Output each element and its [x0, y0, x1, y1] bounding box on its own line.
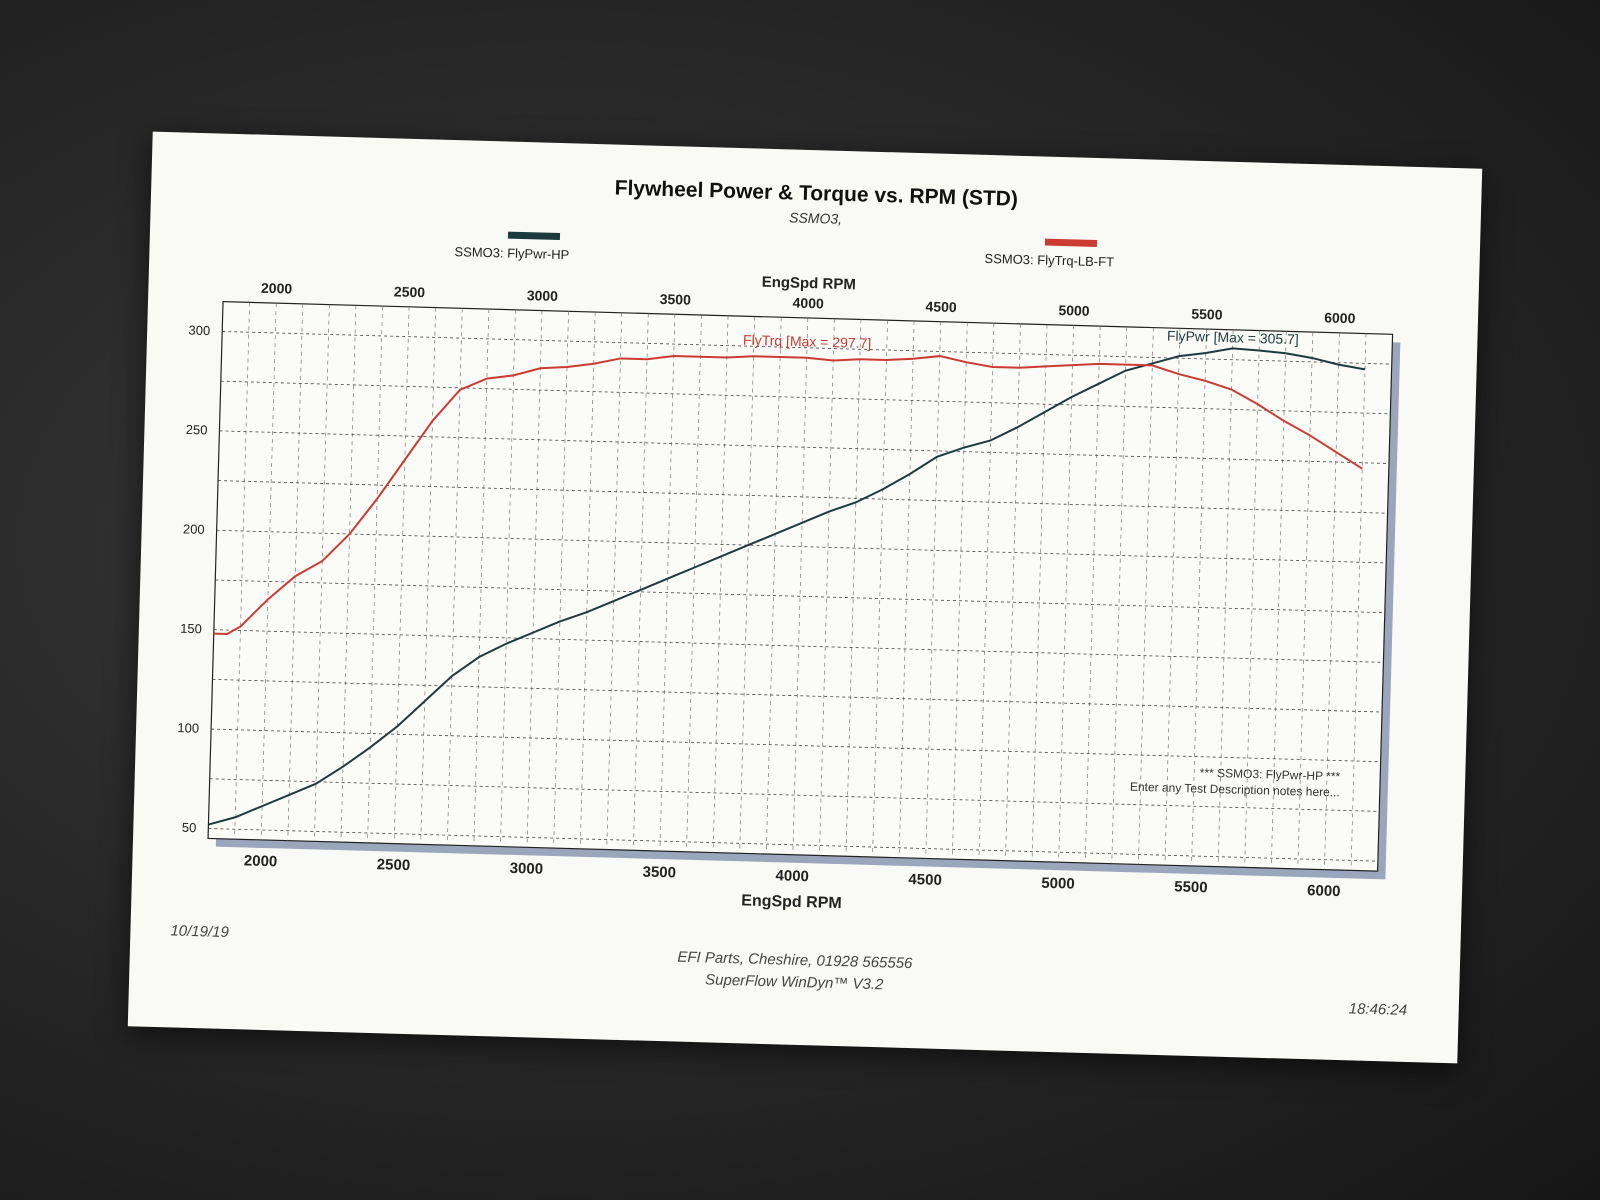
grid-line-vertical: [872, 320, 888, 857]
grid-line-vertical: [739, 316, 755, 854]
grid-line-horizontal: [216, 529, 1387, 564]
x-tick-label-top: 4500: [925, 298, 957, 315]
grid-line-vertical: [234, 302, 250, 840]
note-description: Enter any Test Description notes here...: [1130, 780, 1340, 800]
grid-line-vertical: [367, 306, 383, 843]
grid-line-vertical: [1217, 329, 1234, 867]
x-tick-label-top: 2500: [394, 283, 426, 300]
x-tick-label-bottom: 2000: [244, 852, 278, 870]
grid-line-vertical: [925, 321, 942, 859]
grid-line-horizontal: [208, 828, 1378, 862]
x-axis-label-bottom: EngSpd RPM: [741, 892, 842, 912]
annotation-torque-max: FlyTrq [Max = 297.7]: [743, 332, 872, 352]
y-tick-label: 150: [180, 621, 202, 637]
grid-line-vertical: [579, 312, 596, 849]
x-tick-label-top: 4000: [792, 295, 824, 312]
annotation-power-max: FlyPwr [Max = 305.7]: [1167, 328, 1299, 348]
grid-line-vertical: [606, 312, 623, 850]
x-tick-label-top: 3000: [527, 287, 559, 304]
grid-line-vertical: [500, 309, 516, 847]
x-tick-label-bottom: 5000: [1041, 875, 1075, 893]
x-tick-label-bottom: 6000: [1307, 882, 1341, 900]
grid-line-vertical: [712, 315, 729, 853]
grid-line-vertical: [420, 307, 437, 845]
x-tick-label-bottom: 4500: [908, 871, 942, 889]
grid-line-horizontal: [212, 678, 1383, 713]
grid-line-vertical: [287, 303, 304, 841]
note-series-name: *** SSMO3: FlyPwr-HP ***: [1200, 766, 1341, 784]
grid-line-vertical: [845, 319, 862, 857]
y-tick-label: 300: [188, 323, 210, 339]
grid-line-vertical: [819, 318, 835, 856]
grid-line-vertical: [473, 309, 490, 846]
grid-line-vertical: [1244, 330, 1261, 868]
x-tick-label-bottom: 2500: [377, 856, 411, 874]
grid-line-vertical: [526, 310, 543, 848]
grid-line-horizontal: [211, 728, 1381, 763]
grid-line-horizontal: [218, 480, 1388, 514]
x-axis-label-top: EngSpd RPM: [761, 274, 856, 294]
grid-line-horizontal: [215, 579, 1385, 614]
grid-line-vertical: [1138, 327, 1154, 865]
grid-line-vertical: [792, 317, 809, 855]
grid-line-vertical: [314, 304, 330, 842]
grid-line-vertical: [1324, 332, 1340, 870]
grid-line-vertical: [553, 311, 569, 849]
grid-line-vertical: [978, 323, 995, 860]
y-tick-label: 250: [186, 422, 208, 438]
x-tick-label-top: 5500: [1191, 306, 1223, 323]
x-tick-label-bottom: 3000: [509, 860, 543, 878]
series-line-torque: [213, 355, 1363, 635]
grid-line-horizontal: [220, 380, 1391, 415]
x-tick-label-top: 6000: [1324, 309, 1356, 326]
grid-line-vertical: [1084, 326, 1101, 863]
dyno-chart: 50 100 150 200 250 300 2000 2000 2500 2500 3000 300…: [177, 274, 1401, 912]
grid-line-vertical: [393, 306, 410, 844]
grid-line-horizontal: [209, 778, 1380, 812]
grid-line-vertical: [340, 305, 357, 843]
series-line-power: [208, 347, 1366, 826]
grid-line-horizontal: [213, 629, 1384, 663]
x-tick-label-top: 3500: [660, 291, 692, 308]
grid-line-vertical: [1297, 332, 1314, 869]
grid-line-vertical: [632, 313, 649, 851]
grid-line-vertical: [1058, 325, 1074, 863]
grid-line-vertical: [1164, 328, 1181, 866]
grid-line-horizontal: [219, 430, 1389, 464]
x-tick-label-top: 5000: [1058, 302, 1090, 319]
y-tick-label: 50: [182, 820, 197, 835]
grid-line-vertical: [898, 320, 915, 858]
y-tick-label: 100: [177, 720, 199, 736]
grid-line-vertical: [260, 303, 277, 840]
grid-line-horizontal: [222, 331, 1392, 365]
x-tick-label-bottom: 4000: [775, 867, 809, 885]
grid-line-vertical: [1031, 324, 1048, 862]
x-tick-label-bottom: 3500: [642, 864, 676, 882]
x-tick-label-bottom: 5500: [1174, 878, 1208, 896]
grid-line-vertical: [446, 308, 463, 846]
grid-line-vertical: [951, 322, 968, 860]
grid-line-vertical: [1191, 329, 1207, 866]
grid-line-vertical: [1005, 323, 1021, 861]
grid-line-vertical: [659, 314, 676, 852]
printout-sheet: Flywheel Power & Torque vs. RPM (STD) SS…: [127, 131, 1483, 1064]
grid-line-vertical: [1350, 333, 1367, 871]
grid-line-vertical: [1111, 326, 1128, 864]
grid-line-vertical: [686, 314, 702, 852]
y-tick-label: 200: [183, 521, 205, 537]
grid-line-vertical: [765, 317, 782, 855]
x-tick-label-top: 2000: [261, 280, 293, 297]
